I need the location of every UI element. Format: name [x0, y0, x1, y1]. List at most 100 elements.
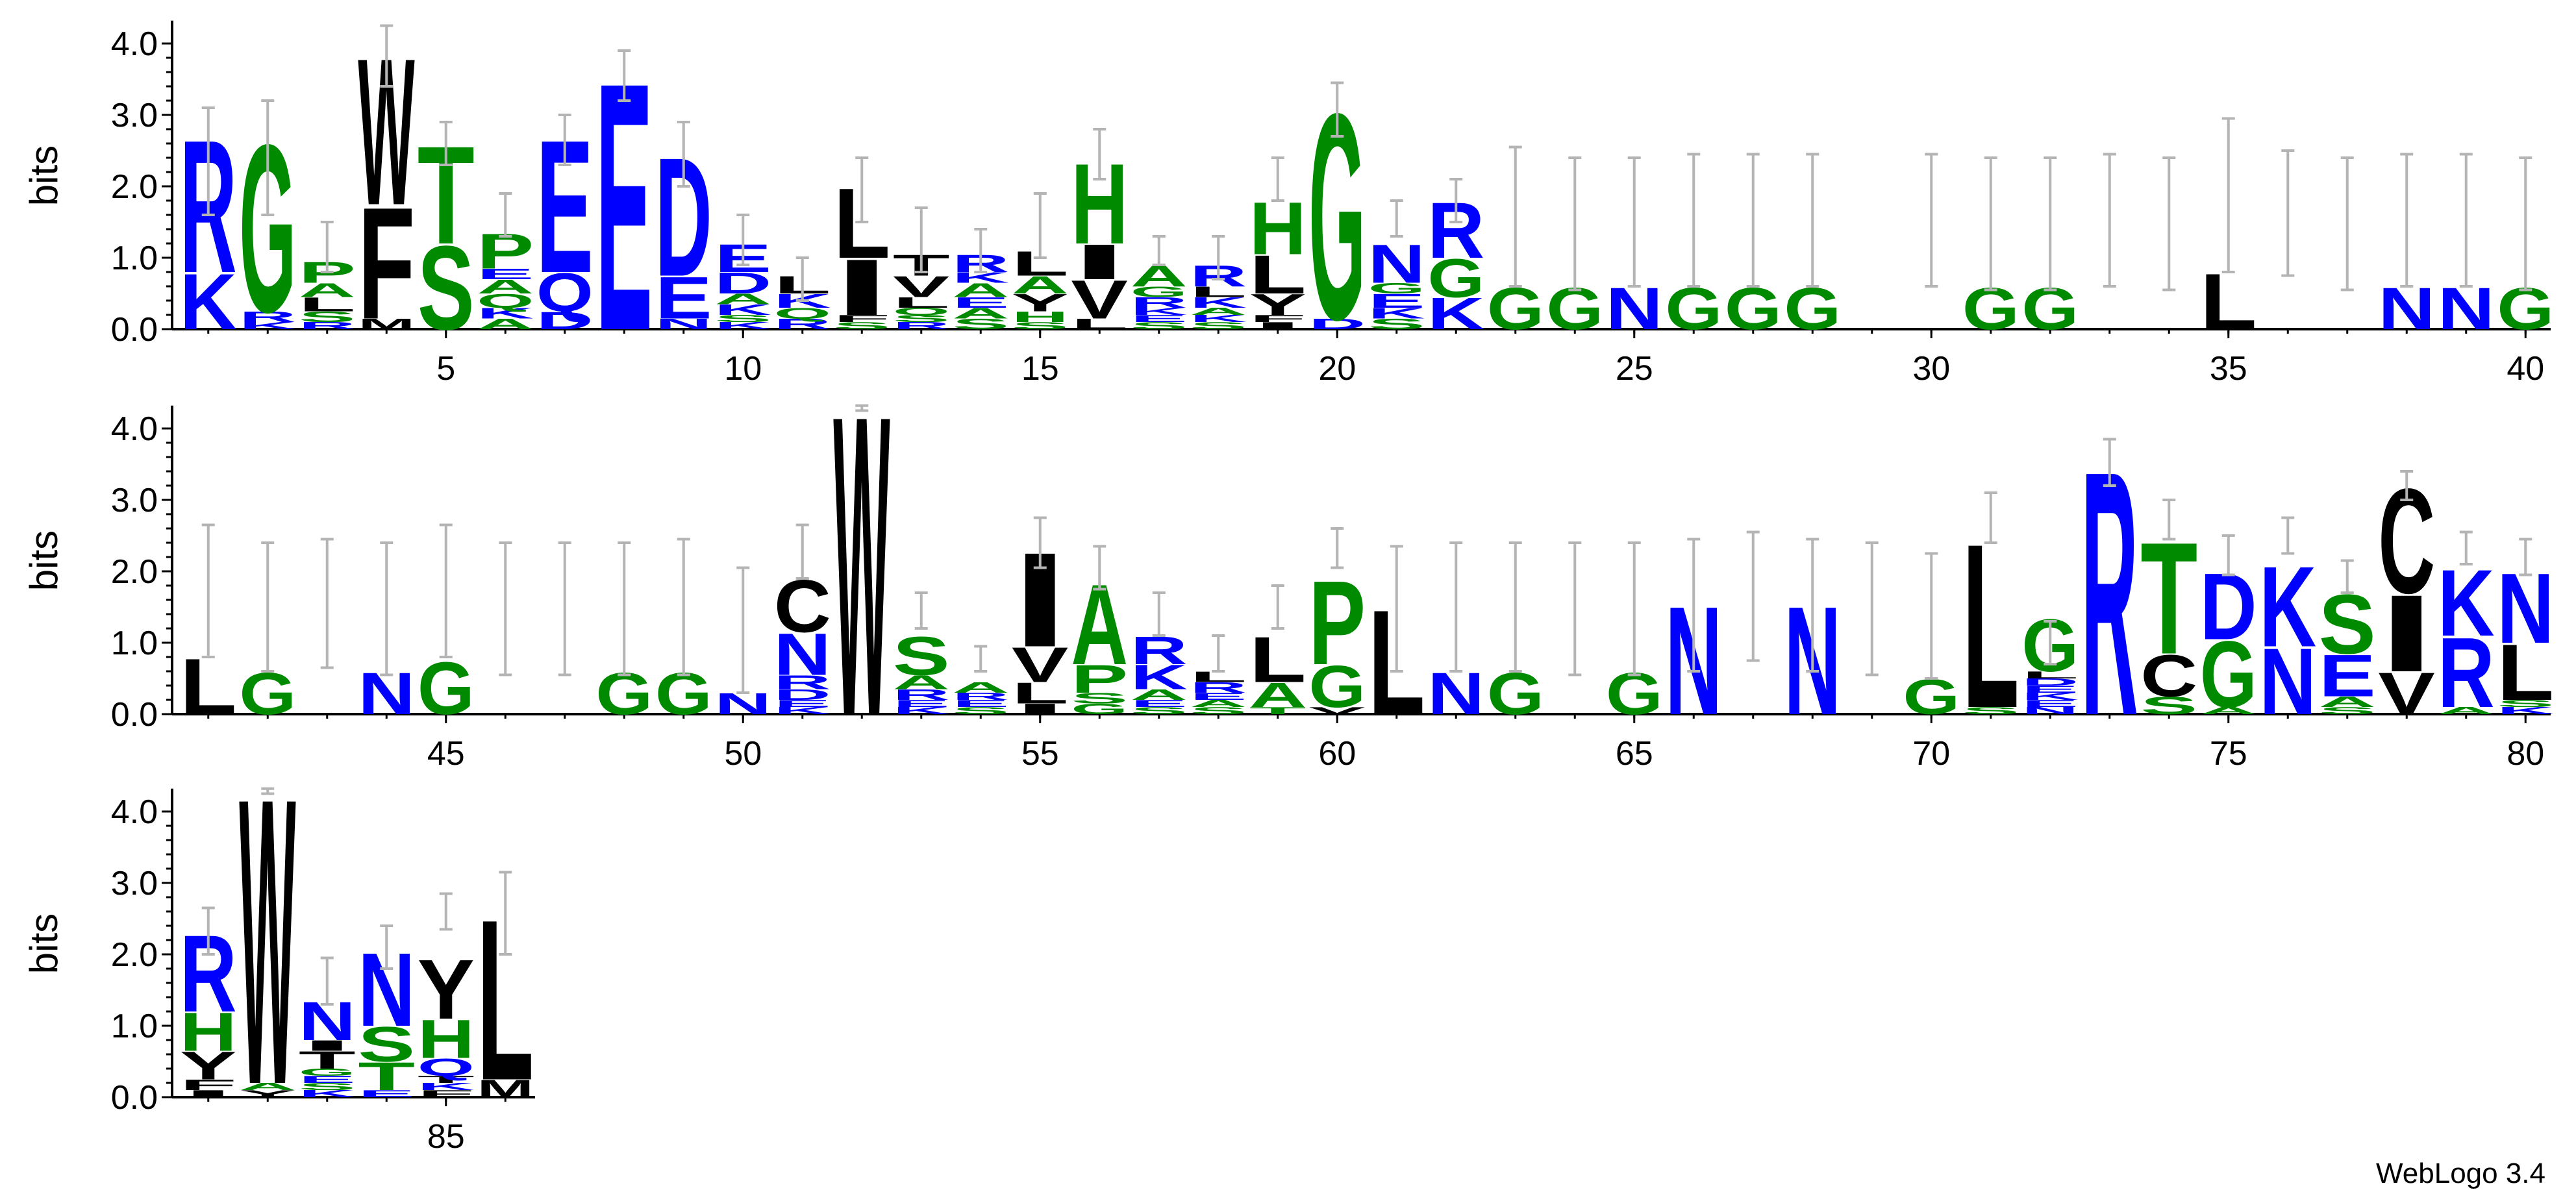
logo-column-30 — [1925, 153, 1938, 288]
logo-letter-G: G — [1308, 653, 1366, 720]
logo-letter-L: L — [299, 293, 356, 316]
logo-column-63: G — [1487, 541, 1544, 727]
logo-letter-G: G — [2200, 621, 2257, 727]
logo-column-78: VIC — [2378, 458, 2435, 727]
logo-letter-V: V — [1012, 637, 1068, 693]
logo-letter-E: E — [2021, 684, 2079, 695]
logo-letter-H: H — [180, 1002, 237, 1063]
logo-letter-E: E — [893, 698, 950, 709]
y-axis-label: bits — [22, 145, 66, 206]
logo-column-35: L — [2200, 117, 2257, 347]
logo-letter-A: A — [2438, 705, 2495, 716]
logo-letter-K: K — [1427, 288, 1484, 339]
logo-letter-K: K — [714, 320, 771, 331]
logo-letter-L: L — [1071, 316, 1128, 332]
x-tick-label: 50 — [724, 735, 762, 773]
logo-letter-D: D — [2021, 676, 2079, 688]
logo-column-32: G — [2021, 156, 2079, 342]
logo-letter-I: I — [299, 1037, 356, 1054]
logo-column-4: MFW — [358, 16, 415, 353]
logo-letter-K: K — [1131, 306, 1188, 317]
logo-letter-L: L — [1012, 676, 1069, 710]
logo-column-67 — [1746, 530, 1760, 662]
logo-letter-I: I — [1071, 234, 1128, 290]
logo-letter-V: V — [1071, 269, 1127, 330]
logo-letter-F: F — [358, 174, 415, 353]
logo-letter-I: I — [1012, 700, 1069, 717]
logo-letter-S: S — [358, 1016, 415, 1072]
logo-letter-K: K — [2497, 705, 2554, 716]
logo-column-79: ARK — [2438, 530, 2495, 729]
logo-letter-A: A — [1012, 271, 1069, 299]
logo-letter-A: A — [2200, 705, 2257, 716]
logo-letter-P: P — [1071, 656, 1128, 701]
logo-letter-L: L — [2021, 669, 2079, 680]
logo-column-43 — [320, 538, 334, 669]
logo-letter-S: S — [893, 626, 950, 687]
logo-letter-N: N — [2259, 629, 2316, 735]
logo-letter-S: S — [418, 221, 475, 354]
logo-letter-K: K — [2259, 543, 2316, 671]
logo-column-25: N — [1606, 156, 1663, 342]
logo-letter-E: E — [774, 698, 831, 709]
logo-letter-R: R — [774, 316, 831, 332]
logo-letter-L: L — [1249, 624, 1307, 696]
logo-column-64 — [1568, 541, 1582, 676]
logo-column-44: N — [358, 541, 415, 727]
logo-letter-Q: Q — [477, 290, 534, 312]
logo-column-20: DG — [1308, 52, 1366, 380]
logo-column-5: ST — [418, 117, 475, 354]
logo-letter-G: G — [299, 1067, 356, 1078]
y-tick-label: 4.0 — [111, 793, 158, 831]
logo-letter-A: A — [299, 279, 356, 301]
logo-letter-R: R — [2438, 618, 2495, 729]
logo-letter-S: S — [1368, 316, 1425, 332]
x-tick-label: 35 — [2210, 350, 2247, 388]
x-tick-label: 20 — [1318, 350, 1356, 388]
logo-letter-E: E — [2021, 698, 2079, 709]
logo-letter-V: V — [893, 270, 949, 304]
logo-letter-D: D — [536, 307, 594, 335]
logo-letter-D: D — [1308, 316, 1366, 332]
logo-letter-K: K — [2021, 691, 2079, 702]
logo-column-75: AGD — [2200, 534, 2257, 727]
y-tick-label: 0.0 — [111, 696, 158, 734]
logo-column-74: SCT — [2140, 499, 2197, 719]
logo-letter-A: A — [239, 1081, 296, 1092]
logo-letter-A: A — [952, 679, 1009, 696]
logo-column-61: L — [1368, 545, 1425, 746]
logo-letter-A: A — [1249, 675, 1307, 714]
logo-letter-Y: Y — [1249, 288, 1307, 321]
logo-column-76: NK — [2259, 516, 2316, 735]
logo-letter-R: R — [299, 320, 356, 331]
logo-letter-S: S — [2497, 698, 2554, 709]
logo-letter-S: S — [1012, 320, 1069, 331]
logo-letter-K: K — [774, 705, 831, 716]
logo-letter-T: T — [418, 1074, 475, 1085]
logo-letter-G: G — [1427, 248, 1484, 309]
weblogo-footer: WebLogo 3.4 — [2376, 1158, 2545, 1189]
logo-letter-A: A — [2319, 693, 2376, 710]
logo-letter-S: S — [1962, 705, 2020, 716]
logo-letter-S: S — [1071, 690, 1128, 707]
logo-letter-F: F — [418, 1088, 475, 1099]
x-tick-label: 40 — [2507, 350, 2544, 388]
logo-letter-A: A — [477, 316, 534, 332]
x-tick-label: 70 — [1912, 735, 1950, 773]
logo-letter-S: S — [714, 313, 771, 324]
logo-letter-S: S — [833, 320, 890, 331]
y-tick-label: 1.0 — [111, 625, 158, 662]
logo-letter-R: R — [1131, 294, 1188, 311]
